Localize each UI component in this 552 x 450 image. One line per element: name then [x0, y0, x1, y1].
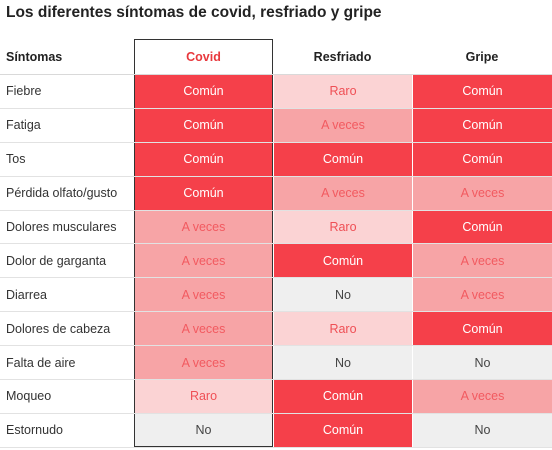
header-covid: Covid [134, 39, 273, 74]
cell-resfriado: Común [273, 413, 412, 447]
cell-gripe: No [412, 346, 552, 380]
row-label: Estornudo [0, 413, 134, 447]
table-row: Estornudo No Común No [0, 413, 552, 448]
row-label: Pérdida olfato/gusto [0, 176, 134, 210]
header-symptoms: Síntomas [0, 39, 134, 74]
row-label: Dolores de cabeza [0, 312, 134, 346]
row-label: Falta de aire [0, 346, 134, 380]
row-label: Tos [0, 142, 134, 176]
cell-covid: No [134, 413, 273, 447]
cell-covid: Común [134, 176, 273, 210]
table-row: Falta de aire A veces No No [0, 346, 552, 381]
cell-resfriado: Común [273, 380, 412, 413]
cell-gripe: Común [412, 108, 552, 142]
cell-covid: A veces [134, 244, 273, 278]
table-row: Dolores de cabeza A veces Raro Común [0, 312, 552, 347]
cell-resfriado: A veces [273, 108, 412, 142]
table-row: Fatiga Común A veces Común [0, 108, 552, 143]
cell-gripe: A veces [412, 176, 552, 210]
cell-covid: A veces [134, 278, 273, 312]
page-title: Los diferentes síntomas de covid, resfri… [6, 4, 382, 21]
table-row: Dolor de garganta A veces Común A veces [0, 244, 552, 279]
cell-covid: A veces [134, 346, 273, 380]
cell-gripe: Común [412, 210, 552, 244]
cell-gripe: A veces [412, 278, 552, 312]
table-body: Fiebre Común Raro Común Fatiga Común A veces Co… [0, 75, 552, 448]
cell-covid: Raro [134, 380, 273, 413]
cell-gripe: A veces [412, 380, 552, 413]
cell-resfriado: Raro [273, 75, 412, 108]
header-resfriado: Resfriado [273, 39, 412, 74]
table-row: Diarrea A veces No A veces [0, 278, 552, 313]
cell-resfriado: Raro [273, 312, 412, 346]
table-row: Fiebre Común Raro Común [0, 75, 552, 109]
cell-gripe: Común [412, 75, 552, 108]
table-row: Moqueo Raro Común A veces [0, 380, 552, 414]
row-label: Diarrea [0, 278, 134, 312]
cell-gripe: A veces [412, 244, 552, 278]
row-label: Fiebre [0, 75, 134, 108]
cell-covid: Común [134, 142, 273, 176]
header-gripe: Gripe [412, 39, 552, 74]
cell-resfriado: No [273, 346, 412, 380]
symptoms-table: Síntomas Covid Resfriado Gripe Fiebre Com… [0, 39, 552, 448]
cell-covid: Común [134, 108, 273, 142]
cell-gripe: No [412, 413, 552, 447]
table-header-row: Síntomas Covid Resfriado Gripe [0, 39, 552, 75]
cell-resfriado: A veces [273, 176, 412, 210]
cell-covid: Común [134, 75, 273, 108]
cell-covid: A veces [134, 210, 273, 244]
cell-covid: A veces [134, 312, 273, 346]
row-label: Fatiga [0, 108, 134, 142]
table-row: Tos Común Común Común [0, 142, 552, 177]
row-label: Moqueo [0, 380, 134, 413]
cell-resfriado: Raro [273, 210, 412, 244]
row-label: Dolores musculares [0, 210, 134, 244]
table-row: Dolores musculares A veces Raro Común [0, 210, 552, 245]
cell-resfriado: No [273, 278, 412, 312]
cell-gripe: Común [412, 312, 552, 346]
cell-resfriado: Común [273, 142, 412, 176]
cell-resfriado: Común [273, 244, 412, 278]
cell-gripe: Común [412, 142, 552, 176]
row-label: Dolor de garganta [0, 244, 134, 278]
table-row: Pérdida olfato/gusto Común A veces A veces [0, 176, 552, 211]
